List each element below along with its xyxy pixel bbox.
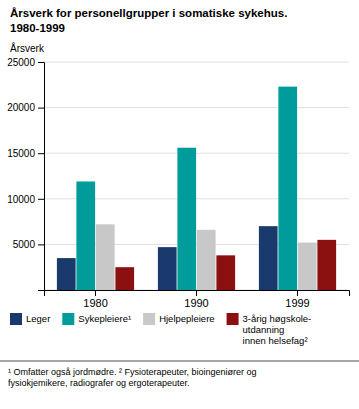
x-tick: 1980 <box>83 290 107 309</box>
x-tick-label: 1990 <box>184 297 208 309</box>
y-tick-label: 15000 <box>7 148 35 159</box>
x-tick-label: 1980 <box>83 297 107 309</box>
legend-swatch <box>227 313 239 325</box>
legend-label-line: Sykepleiere¹ <box>78 313 131 324</box>
bars <box>57 87 336 290</box>
bar <box>96 224 115 290</box>
y-tick-label: 25000 <box>7 57 35 68</box>
legend-item: Leger <box>10 313 50 325</box>
grid <box>44 62 349 290</box>
x-axis-line <box>45 291 350 297</box>
y-tick-mark <box>38 199 44 200</box>
legend-swatch <box>62 313 74 325</box>
y-tick-mark <box>38 108 44 109</box>
bar <box>57 258 76 290</box>
x-tick-label: 1999 <box>285 297 309 309</box>
legend-label-line: Hjelpepleiere <box>159 313 214 324</box>
x-tick-mark <box>196 290 197 296</box>
x-tick: 1990 <box>184 290 208 309</box>
y-tick-label: 20000 <box>7 102 35 113</box>
legend-label-line: utdanning <box>243 324 285 335</box>
legend-item: Sykepleiere¹ <box>62 313 131 325</box>
plot: 5000 10000 15000 20000 25000 1980 1990 1999 <box>7 57 349 309</box>
y-axis-label: Årsverk <box>10 42 45 54</box>
bar <box>158 247 177 290</box>
footnote: ¹ Omfatter også jordmødre. ² Fysioterape… <box>8 367 257 388</box>
bar <box>76 181 95 290</box>
legend: Leger Sykepleiere¹ Hjelpepleiere 3-årig høg… <box>10 313 311 346</box>
bar <box>177 148 196 290</box>
y-tick-mark <box>38 290 44 291</box>
x-tick: 1999 <box>285 290 309 309</box>
y-tick: 15000 <box>7 148 44 159</box>
legend-label-line: 3-årig høgskole- <box>243 313 312 324</box>
y-tick: 5000 <box>13 239 44 250</box>
footnote-line: fysiokjemikere, radiografer og ergoterap… <box>8 378 190 388</box>
y-tick-mark <box>38 153 44 154</box>
footnote-line: ¹ Omfatter også jordmødre. ² Fysioterape… <box>8 367 257 377</box>
y-tick-label: 5000 <box>13 239 36 250</box>
legend-swatch <box>143 313 155 325</box>
legend-item: Hjelpepleiere <box>143 313 214 325</box>
bar <box>259 226 278 290</box>
series <box>115 240 336 290</box>
legend-label: Leger <box>26 313 50 324</box>
y-axis: 5000 10000 15000 20000 25000 <box>7 57 44 291</box>
bar <box>197 230 216 290</box>
legend-label-line: innen helsefag² <box>243 335 308 346</box>
series <box>76 87 297 290</box>
legend-label-line: Leger <box>26 313 50 324</box>
bar <box>115 267 134 290</box>
bar <box>216 255 235 290</box>
y-tick-mark <box>38 244 44 245</box>
grid-line <box>44 153 349 154</box>
legend-label: Hjelpepleiere <box>159 313 214 324</box>
x-tick-mark <box>297 290 298 296</box>
bar <box>317 240 336 290</box>
x-tick-mark <box>95 290 96 296</box>
legend-label: 3-årig høgskole-utdanninginnen helsefag² <box>243 313 312 346</box>
y-tick-label: 10000 <box>7 194 35 205</box>
chart: Årsverk for personellgrupper i somatiske… <box>0 0 359 409</box>
y-tick: 20000 <box>7 102 44 113</box>
grid-line <box>44 62 349 63</box>
grid-line <box>44 107 349 108</box>
separator <box>0 361 359 362</box>
y-tick: 10000 <box>7 194 44 205</box>
legend-item: 3-årig høgskole-utdanninginnen helsefag² <box>227 313 312 346</box>
y-tick-mark <box>38 62 44 63</box>
bar <box>298 243 317 290</box>
legend-swatch <box>10 313 22 325</box>
series <box>96 224 317 290</box>
subtitle: 1980-1999 <box>10 22 65 34</box>
bar <box>278 87 297 290</box>
title: Årsverk for personellgrupper i somatiske… <box>10 7 287 19</box>
x-axis: 1980 1990 1999 <box>45 290 350 309</box>
y-tick: 25000 <box>7 57 44 68</box>
y-axis-line <box>38 63 45 291</box>
legend-label: Sykepleiere¹ <box>78 313 131 324</box>
y-tick <box>38 290 44 291</box>
